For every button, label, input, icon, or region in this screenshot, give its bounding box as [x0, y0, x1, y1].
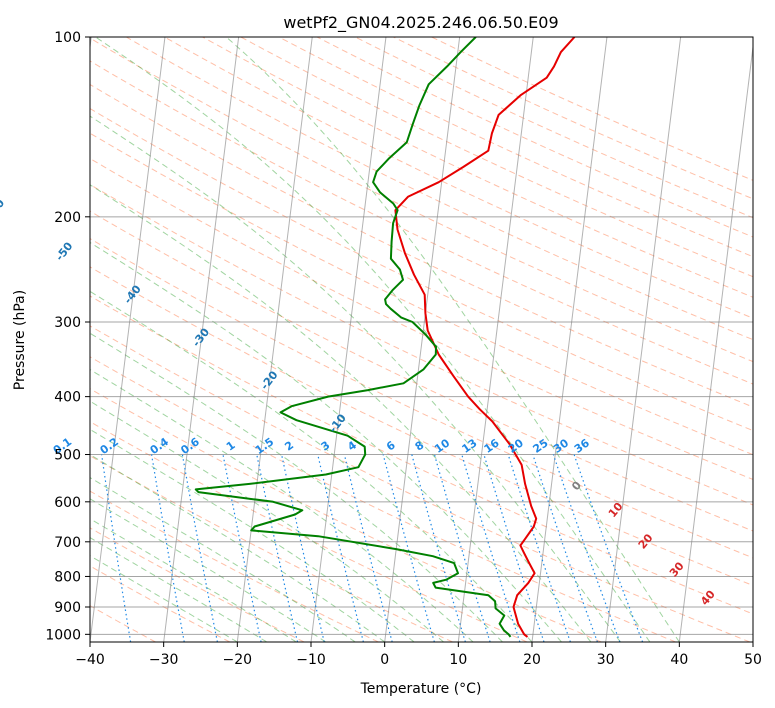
mixing-ratio-line — [101, 454, 132, 642]
dry-adiabat — [201, 37, 753, 298]
dewpoint-line — [194, 37, 512, 638]
dry-adiabat — [90, 183, 753, 506]
moist-adiabat — [90, 290, 533, 642]
isotherm — [605, 37, 682, 642]
moist-adiabat — [90, 518, 297, 642]
series-lines — [194, 37, 576, 638]
dry-adiabat — [90, 421, 528, 642]
mixing-ratio-line — [222, 454, 262, 642]
x-tick-label: 30 — [597, 652, 615, 668]
plot-frame — [89, 36, 754, 643]
y-axis: 100 200 300 400 500 600 700 800 900 1000 — [45, 30, 90, 643]
dry-adiabat — [90, 388, 602, 642]
y-tick-label: 700 — [54, 535, 81, 551]
moist-adiabat — [225, 37, 680, 642]
dry-adiabat-label: -60 — [0, 196, 7, 220]
moist-adiabat — [90, 537, 268, 642]
moist-adiabat — [90, 428, 415, 642]
x-tick-label: 20 — [523, 652, 541, 668]
x-axis-title: Temperature (°C) — [360, 681, 482, 697]
x-tick-label: −10 — [296, 652, 326, 668]
dry-adiabat — [90, 325, 750, 642]
x-tick-label: 40 — [670, 652, 688, 668]
y-tick-label: 900 — [54, 600, 81, 616]
plot-area — [90, 37, 753, 642]
x-tick-label: −40 — [75, 652, 105, 668]
isotherm — [163, 37, 240, 642]
dry-adiabat — [90, 238, 753, 559]
isotherm — [531, 37, 608, 642]
x-tick-label: 10 — [449, 652, 467, 668]
dry-adiabat — [239, 37, 753, 278]
y-tick-label: 300 — [54, 315, 81, 331]
moist-adiabat — [90, 454, 386, 642]
moist-adiabat — [90, 241, 562, 642]
moist-adiabat — [90, 115, 621, 642]
chart-title: wetPf2_GN04.2025.246.06.50.E09 — [283, 13, 558, 33]
mixing-ratio-line — [151, 454, 185, 642]
background-lines — [90, 37, 753, 642]
y-tick-label: 100 — [54, 30, 81, 46]
dry-adiabat — [90, 295, 753, 615]
y-tick-label: 600 — [54, 495, 81, 511]
isotherm — [310, 37, 387, 642]
dry-adiabat — [90, 157, 753, 480]
moist-adiabat — [94, 37, 651, 642]
moist-adiabat — [90, 555, 238, 642]
mixing-ratio-line — [461, 454, 521, 642]
isotherm — [90, 37, 166, 642]
dry-adiabat — [125, 37, 753, 341]
y-tick-label: 500 — [54, 448, 81, 464]
y-axis-title: Pressure (hPa) — [12, 290, 28, 390]
y-tick-label: 800 — [54, 569, 81, 585]
moist-adiabat — [90, 184, 592, 642]
x-tick-label: −30 — [149, 652, 179, 668]
mixing-ratio-line — [281, 454, 325, 642]
mixing-ratio-line — [532, 454, 598, 642]
dry-adiabat — [90, 527, 305, 642]
x-tick-label: −20 — [223, 652, 253, 668]
y-tick-label: 200 — [54, 210, 81, 226]
isotherm — [678, 43, 753, 642]
mixing-ratio-line — [181, 454, 218, 642]
dry-adiabat — [90, 210, 753, 532]
x-axis: −40 −30 −20 −10 0 10 20 30 40 50 — [75, 642, 762, 668]
y-tick-label: 400 — [54, 390, 81, 406]
mixing-ratio-line — [507, 454, 571, 642]
dry-adiabat — [90, 83, 753, 408]
temperature-line — [394, 37, 576, 638]
isotherm — [457, 37, 534, 642]
x-tick-label: 0 — [380, 652, 389, 668]
dry-adiabat — [90, 356, 676, 642]
dry-adiabat — [90, 266, 753, 587]
moist-adiabat — [90, 368, 474, 642]
moist-adiabat — [90, 332, 503, 642]
dry-adiabat — [90, 37, 753, 363]
dry-adiabat — [90, 565, 230, 642]
y-tick-label: 1000 — [45, 627, 81, 643]
isotherm — [236, 37, 313, 642]
mixing-ratio-line — [317, 454, 364, 642]
x-tick-label: 50 — [744, 652, 762, 668]
dry-adiabat — [90, 108, 753, 432]
mixing-ratio-line — [552, 454, 621, 642]
mixing-ratio-line — [256, 454, 299, 642]
mixing-ratio-line — [483, 454, 545, 642]
